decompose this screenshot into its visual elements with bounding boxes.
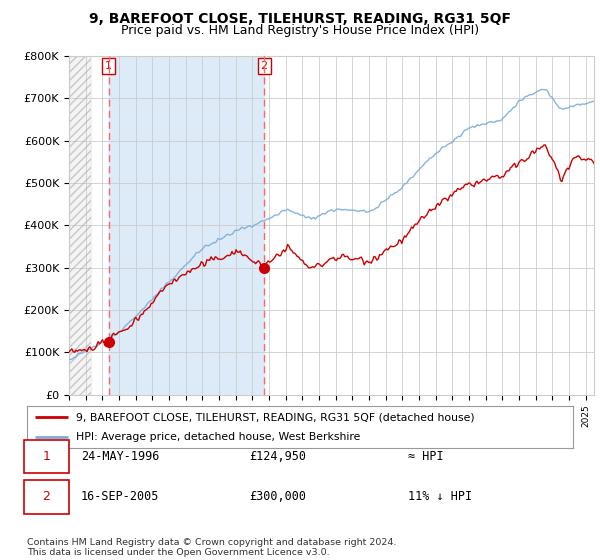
Text: 1: 1: [105, 61, 112, 71]
Text: 16-SEP-2005: 16-SEP-2005: [81, 490, 160, 503]
Text: 1: 1: [43, 450, 50, 463]
Text: ≈ HPI: ≈ HPI: [408, 450, 443, 463]
Text: £300,000: £300,000: [249, 490, 306, 503]
Text: 11% ↓ HPI: 11% ↓ HPI: [408, 490, 472, 503]
Text: HPI: Average price, detached house, West Berkshire: HPI: Average price, detached house, West…: [76, 432, 361, 442]
Text: Price paid vs. HM Land Registry's House Price Index (HPI): Price paid vs. HM Land Registry's House …: [121, 24, 479, 36]
Bar: [109, 56, 264, 395]
Text: 2: 2: [260, 61, 268, 71]
Text: Contains HM Land Registry data © Crown copyright and database right 2024.
This d: Contains HM Land Registry data © Crown c…: [27, 538, 397, 557]
Text: 2: 2: [43, 490, 50, 503]
Bar: [69, 56, 91, 395]
Text: 24-MAY-1996: 24-MAY-1996: [81, 450, 160, 463]
Bar: [69, 56, 91, 395]
Text: 9, BAREFOOT CLOSE, TILEHURST, READING, RG31 5QF: 9, BAREFOOT CLOSE, TILEHURST, READING, R…: [89, 12, 511, 26]
Text: £124,950: £124,950: [249, 450, 306, 463]
Text: 9, BAREFOOT CLOSE, TILEHURST, READING, RG31 5QF (detached house): 9, BAREFOOT CLOSE, TILEHURST, READING, R…: [76, 412, 475, 422]
